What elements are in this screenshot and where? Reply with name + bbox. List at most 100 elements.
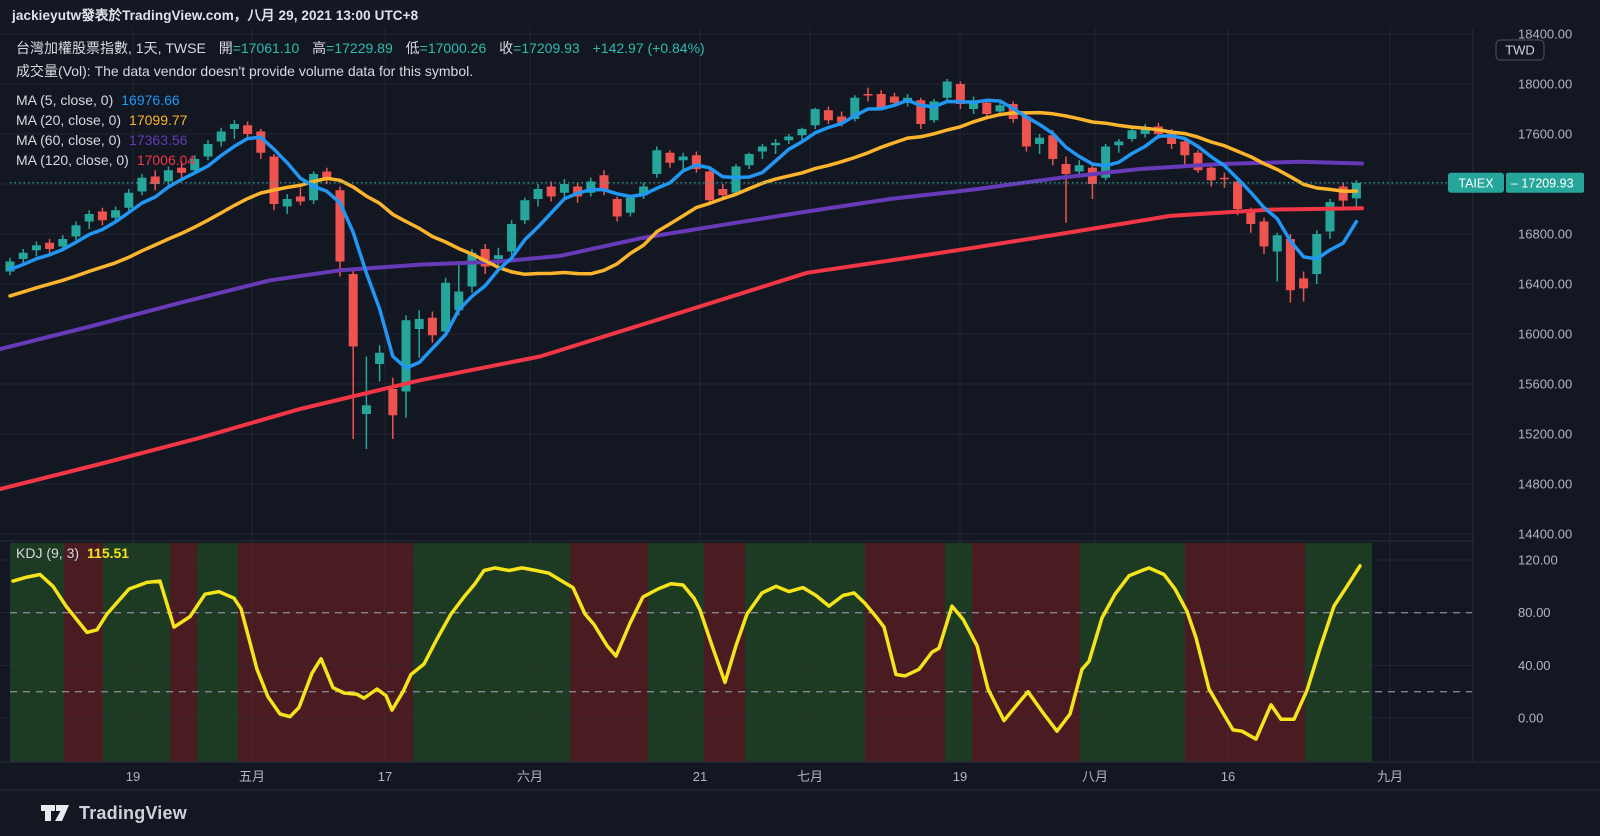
candle-body (427, 317, 437, 336)
candle-body (639, 186, 649, 196)
candle-body (1193, 152, 1203, 171)
candle-body (467, 252, 477, 287)
candle-body (1074, 165, 1084, 172)
candle-body (916, 100, 926, 124)
tradingview-logo-icon (41, 805, 69, 821)
candle-body (1114, 141, 1124, 146)
candle-body (163, 170, 173, 182)
candle-body (375, 352, 385, 364)
candle-body (586, 181, 596, 193)
candle-body (243, 125, 253, 134)
currency-badge: TWD (1495, 39, 1545, 61)
candle-body (18, 252, 28, 259)
candle-body (295, 196, 305, 202)
candle-body (995, 105, 1005, 112)
kdj-bands (10, 543, 1372, 762)
price-tick-label: 16400.00 (1518, 277, 1572, 292)
candle-body (889, 96, 899, 103)
candle-body (137, 177, 147, 192)
candle-body (401, 320, 411, 392)
price-tick-label: 18400.00 (1518, 28, 1572, 42)
symbol-badge: TAIEX (1448, 172, 1504, 193)
candle-body (493, 255, 503, 259)
time-tick-label: 19 (126, 769, 140, 784)
candle-body (1325, 202, 1335, 232)
candle-body (520, 200, 530, 221)
candle-body (771, 142, 781, 146)
price-tick-label: 16000.00 (1518, 327, 1572, 342)
candle-body (388, 389, 398, 416)
candle-body (625, 197, 635, 213)
time-tick-label: 21 (693, 769, 707, 784)
candle-body (269, 156, 279, 204)
candle-body (1167, 131, 1177, 144)
candle-body (810, 109, 820, 126)
candle-body (71, 225, 81, 237)
candle-body (1035, 137, 1045, 144)
candle-body (969, 100, 979, 109)
kdj-tick-label: 120.00 (1518, 552, 1558, 567)
candle-body (97, 211, 107, 221)
candle-body (322, 171, 332, 178)
candle-body (1312, 234, 1322, 274)
candle-body (876, 94, 886, 108)
time-tick-label: 五月 (239, 769, 265, 784)
candle-body (863, 94, 873, 96)
last-price-label: ‒ 17209.93 (1511, 176, 1574, 190)
candle-body (850, 97, 860, 119)
candle-body (414, 319, 424, 329)
candle-body (837, 116, 847, 123)
candle-body (31, 245, 41, 251)
candle-body (1127, 130, 1137, 139)
time-tick-label: 八月 (1082, 769, 1108, 784)
time-tick-label: 六月 (517, 769, 543, 784)
candle-body (533, 189, 543, 199)
tradingview-logo-link[interactable]: TradingView (40, 803, 187, 824)
chart-canvas[interactable]: 18400.00 18000.00 17600.00 16800.00 16400.00… (0, 28, 1600, 836)
candle-body (1206, 167, 1216, 181)
candle-body (5, 261, 15, 272)
time-axis[interactable]: 19 五月 17 六月 21 七月 19 八月 16 九月 (126, 769, 1403, 784)
ma5-line (8, 98, 1359, 370)
candle-body (190, 159, 200, 171)
price-tick-label: 15200.00 (1518, 427, 1572, 442)
candle-body (929, 101, 939, 121)
candle-body (942, 81, 952, 98)
candle-body (335, 190, 345, 262)
candle-body (229, 124, 239, 129)
kdj-tick-label: 80.00 (1518, 605, 1551, 620)
price-tick-label: 17600.00 (1518, 127, 1572, 142)
candle-body (678, 156, 688, 161)
symbol-badge-label: TAIEX (1458, 176, 1494, 190)
candles-layer (5, 79, 1361, 449)
time-tick-label: 17 (378, 769, 392, 784)
last-price-badge: ‒ 17209.93 (1506, 172, 1584, 193)
candle-body (58, 239, 68, 247)
candle-body (84, 214, 94, 222)
candle-body (1246, 211, 1256, 224)
candle-body (1101, 146, 1111, 178)
candle-body (507, 224, 517, 252)
price-axis[interactable]: 18400.00 18000.00 17600.00 16800.00 16400.00… (1495, 28, 1572, 726)
candle-body (1233, 181, 1243, 209)
share-title: jackieyutw發表於TradingView.com，八月 29, 2021… (12, 8, 419, 23)
candle-body (203, 144, 213, 157)
candle-body (454, 291, 464, 311)
candle-body (744, 154, 754, 166)
candle-body (784, 136, 794, 141)
candle-body (480, 249, 490, 267)
candle-body (731, 166, 741, 193)
footer: TradingView (0, 790, 1600, 836)
candle-body (256, 131, 266, 153)
price-tick-label: 14800.00 (1518, 477, 1572, 492)
candle-body (665, 152, 675, 163)
brand-name: TradingView (79, 802, 187, 823)
candle-body (823, 110, 833, 121)
ma20-line (8, 110, 1359, 298)
candle-body (1285, 239, 1295, 291)
candle-body (1259, 221, 1269, 247)
candle-body (559, 184, 569, 193)
candle-body (45, 242, 55, 249)
candle-body (955, 84, 965, 104)
kdj-tick-label: 0.00 (1518, 711, 1543, 726)
